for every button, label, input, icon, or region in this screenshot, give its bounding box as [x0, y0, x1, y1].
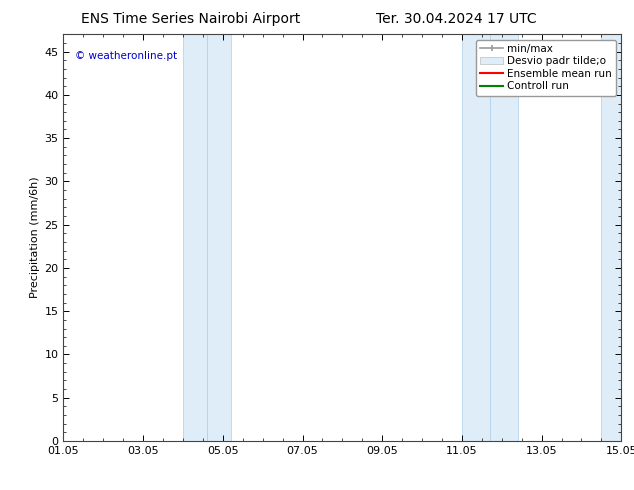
Bar	[462, 34, 490, 441]
Bar	[602, 34, 621, 441]
Legend: min/max, Desvio padr tilde;o, Ensemble mean run, Controll run: min/max, Desvio padr tilde;o, Ensemble m…	[476, 40, 616, 96]
Y-axis label: Precipitation (mm/6h): Precipitation (mm/6h)	[30, 177, 40, 298]
Text: ENS Time Series Nairobi Airport: ENS Time Series Nairobi Airport	[81, 12, 300, 26]
Text: Ter. 30.04.2024 17 UTC: Ter. 30.04.2024 17 UTC	[376, 12, 537, 26]
Bar	[207, 34, 231, 441]
Bar	[183, 34, 207, 441]
Bar	[490, 34, 518, 441]
Text: © weatheronline.pt: © weatheronline.pt	[75, 50, 177, 61]
